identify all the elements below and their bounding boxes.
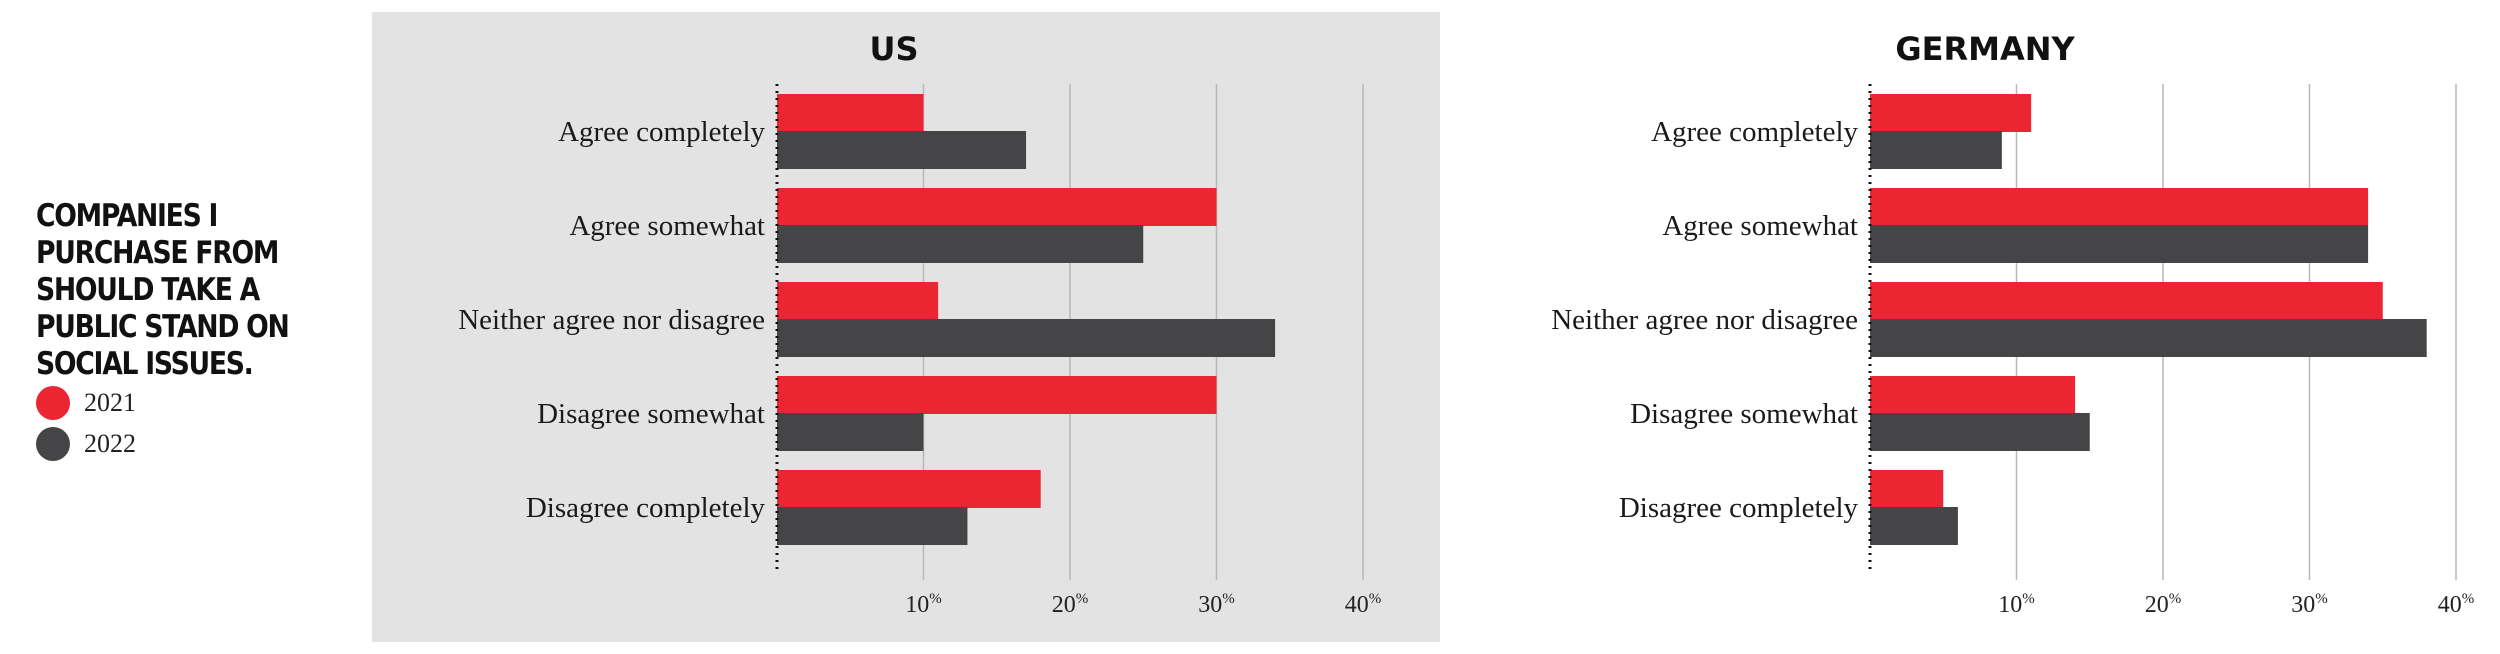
legend-item-2021: 2021 bbox=[36, 382, 136, 423]
tick-label-40: 40% bbox=[2438, 591, 2475, 618]
bar-disagree-somewhat-2022 bbox=[777, 413, 924, 451]
panel-title: US bbox=[869, 30, 918, 68]
category-label-agree-completely: Agree completely bbox=[1651, 116, 1858, 148]
bar-neither-agree-nor-disagree-2021 bbox=[1870, 282, 2383, 320]
legend-swatch-2021 bbox=[36, 385, 70, 420]
chart-germany: GERMANY Agree completely Agree somewhat Nei… bbox=[1551, 30, 2475, 618]
bar-disagree-completely-2021 bbox=[777, 470, 1041, 508]
bar-disagree-somewhat-2021 bbox=[777, 376, 1217, 414]
category-label-agree-somewhat: Agree somewhat bbox=[1662, 210, 1858, 242]
legend-item-2022: 2022 bbox=[36, 423, 136, 464]
chart-us: US Agree completely Agree somewhat Neither … bbox=[458, 30, 1382, 618]
bar-disagree-completely-2022 bbox=[1870, 507, 1958, 545]
bar-agree-completely-2022 bbox=[777, 131, 1027, 169]
category-label-agree-somewhat: Agree somewhat bbox=[569, 210, 765, 242]
tick-label-20: 20% bbox=[2145, 591, 2182, 618]
bar-neither-agree-nor-disagree-2022 bbox=[1870, 319, 2427, 357]
category-label-disagree-somewhat: Disagree somewhat bbox=[1630, 398, 1858, 430]
bar-agree-completely-2022 bbox=[1870, 131, 2002, 169]
chart-panel-germany: GERMANY Agree completely Agree somewhat Nei… bbox=[1462, 12, 2482, 642]
tick-label-30: 30% bbox=[2291, 591, 2328, 618]
bar-agree-somewhat-2021 bbox=[777, 188, 1217, 226]
bar-disagree-completely-2022 bbox=[777, 507, 968, 545]
legend-label-2022: 2022 bbox=[84, 428, 136, 458]
bar-disagree-somewhat-2021 bbox=[1870, 376, 2076, 414]
bar-neither-agree-nor-disagree-2021 bbox=[777, 282, 939, 320]
category-label-neither-agree-nor-disagree: Neither agree nor disagree bbox=[458, 304, 765, 336]
bar-agree-somewhat-2022 bbox=[777, 225, 1144, 263]
category-label-disagree-completely: Disagree completely bbox=[526, 492, 766, 524]
panel-title: GERMANY bbox=[1895, 30, 2075, 68]
tick-label-20: 20% bbox=[1052, 591, 1089, 618]
chart-panel-us: US Agree completely Agree somewhat Neither … bbox=[372, 12, 1440, 642]
legend: 2021 2022 bbox=[36, 382, 136, 464]
tick-label-10: 10% bbox=[1998, 591, 2035, 618]
bar-agree-somewhat-2022 bbox=[1870, 225, 2369, 263]
bar-agree-completely-2021 bbox=[777, 94, 924, 132]
category-label-disagree-somewhat: Disagree somewhat bbox=[537, 398, 765, 430]
legend-label-2021: 2021 bbox=[84, 387, 136, 417]
bar-disagree-somewhat-2022 bbox=[1870, 413, 2090, 451]
legend-swatch-2022 bbox=[36, 426, 70, 461]
bar-disagree-completely-2021 bbox=[1870, 470, 1944, 508]
chart-title: Companies I purchase from should take a … bbox=[36, 198, 290, 382]
bar-agree-completely-2021 bbox=[1870, 94, 2032, 132]
category-label-neither-agree-nor-disagree: Neither agree nor disagree bbox=[1551, 304, 1858, 336]
category-label-agree-completely: Agree completely bbox=[558, 116, 765, 148]
category-label-disagree-completely: Disagree completely bbox=[1619, 492, 1859, 524]
tick-label-40: 40% bbox=[1345, 591, 1382, 618]
bar-agree-somewhat-2021 bbox=[1870, 188, 2369, 226]
tick-label-30: 30% bbox=[1198, 591, 1235, 618]
tick-label-10: 10% bbox=[905, 591, 942, 618]
bar-neither-agree-nor-disagree-2022 bbox=[777, 319, 1276, 357]
